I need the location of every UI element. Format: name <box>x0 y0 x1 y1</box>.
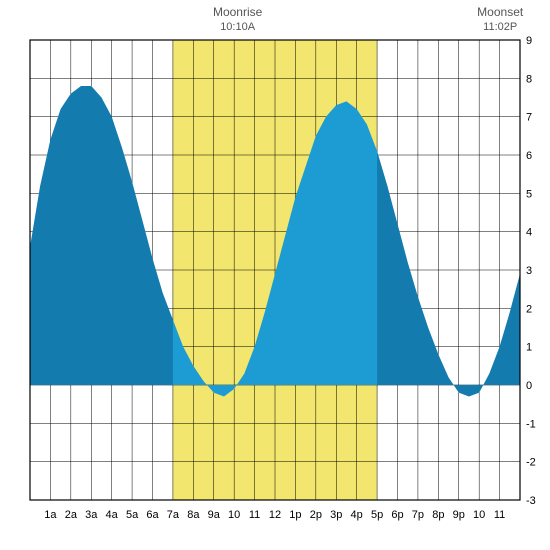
moonrise-time: 10:10A <box>220 21 256 33</box>
x-tick-label: 4p <box>351 509 363 521</box>
x-tick-label: 11 <box>249 509 260 521</box>
x-tick-label: 8a <box>187 509 200 521</box>
y-tick-label: 3 <box>526 265 532 277</box>
y-tick-label: 8 <box>526 73 532 85</box>
x-tick-label: 9a <box>208 509 221 521</box>
y-tick-label: 7 <box>526 112 532 124</box>
x-tick-label: 12 <box>269 509 281 521</box>
y-tick-label: -3 <box>526 495 536 507</box>
tide-chart: -3-2-101234567891a2a3a4a5a6a7a8a9a101112… <box>0 0 550 550</box>
y-tick-label: 4 <box>526 227 532 239</box>
moonset-label: Moonset <box>477 5 524 19</box>
x-tick-label: 8p <box>432 509 444 521</box>
x-tick-label: 9p <box>453 509 465 521</box>
x-tick-label: 2a <box>65 509 78 521</box>
x-tick-label: 3p <box>330 509 342 521</box>
y-tick-label: 1 <box>526 342 532 354</box>
x-tick-label: 2p <box>310 509 322 521</box>
y-tick-label: -1 <box>526 418 536 430</box>
x-tick-label: 7p <box>412 509 424 521</box>
x-tick-label: 1a <box>44 509 57 521</box>
x-tick-label: 10 <box>228 509 240 521</box>
y-tick-label: -2 <box>526 457 536 469</box>
x-tick-label: 5a <box>126 509 139 521</box>
x-tick-label: 7a <box>167 509 180 521</box>
x-tick-label: 5p <box>371 509 383 521</box>
moonset-time: 11:02P <box>483 21 517 33</box>
y-tick-label: 5 <box>526 188 532 200</box>
y-tick-label: 2 <box>526 303 532 315</box>
x-tick-label: 10 <box>473 509 485 521</box>
x-tick-label: 11 <box>494 509 505 521</box>
moonrise-label: Moonrise <box>213 5 263 19</box>
y-tick-label: 9 <box>526 35 532 47</box>
x-tick-label: 1p <box>289 509 301 521</box>
x-tick-label: 6p <box>391 509 403 521</box>
x-tick-label: 6a <box>146 509 159 521</box>
y-tick-label: 6 <box>526 150 532 162</box>
x-tick-label: 3a <box>85 509 98 521</box>
y-tick-label: 0 <box>526 380 532 392</box>
x-tick-label: 4a <box>106 509 119 521</box>
